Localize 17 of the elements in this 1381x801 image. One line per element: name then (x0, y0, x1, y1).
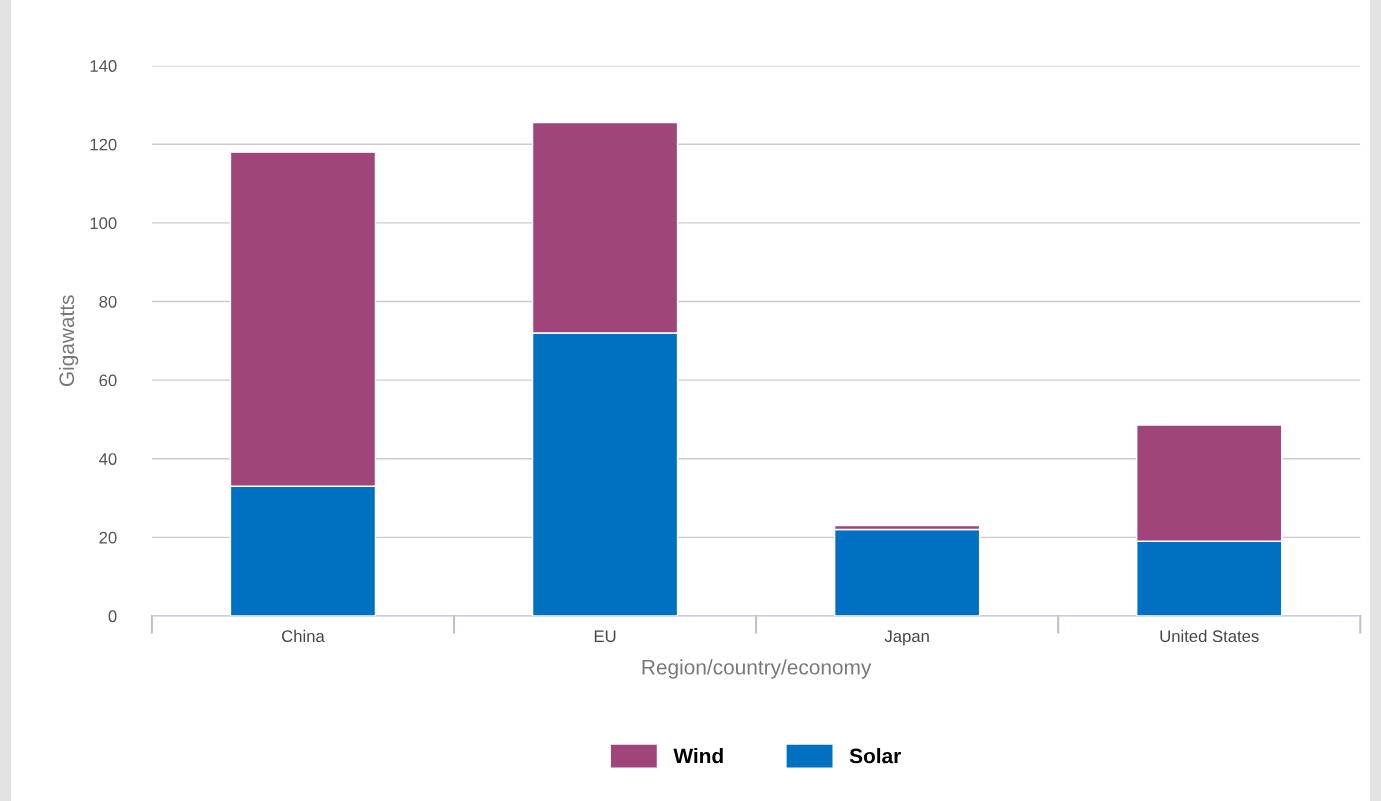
y-tick-label: 60 (99, 374, 117, 387)
x-tick-label: China (282, 629, 325, 643)
bar (833, 528, 981, 616)
x-tick-label: Japan (884, 630, 929, 646)
y-axis-title: Gigawatts (58, 295, 79, 387)
x-axis-title: Region/country/economy (642, 659, 872, 679)
x-tick-label: EU (594, 630, 616, 643)
y-tick-label: 120 (90, 138, 117, 151)
y-tick-label: 20 (99, 531, 117, 544)
x-tick-label: United States (1160, 629, 1259, 643)
y-tick-label: 140 (90, 60, 117, 72)
y-tick-label: 40 (99, 453, 117, 465)
legend-label: Solar (849, 748, 901, 764)
y-tick-label: 80 (99, 295, 117, 308)
y-tick-label: 100 (90, 217, 117, 230)
legend-label: Wind (673, 748, 723, 764)
y-tick-label: 0 (108, 610, 117, 623)
